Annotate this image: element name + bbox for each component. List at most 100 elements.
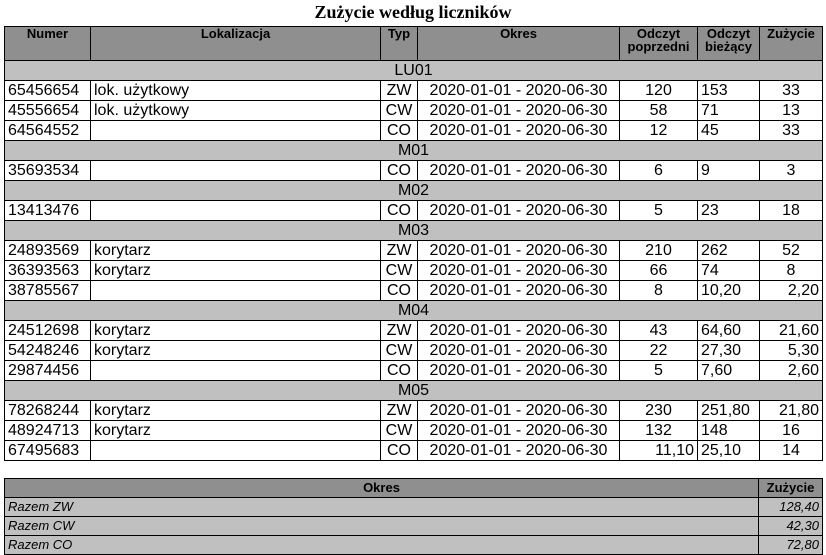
cell-okres: 2020-01-01 - 2020-06-30 (417, 440, 620, 461)
cell-lokalizacja: korytarz (90, 420, 381, 441)
cell-odczyt-biezacy: 27,30 (697, 340, 760, 361)
cell-numer: 64564552 (4, 120, 91, 141)
table-row: 64564552 CO 2020-01-01 - 2020-06-30 12 45 33 (4, 120, 823, 141)
cell-typ: ZW (380, 80, 418, 101)
cell-odczyt-poprzedni: 5 (619, 200, 698, 221)
table-row: 78268244 korytarz ZW 2020-01-01 - 2020-06-3… (4, 400, 823, 421)
table-row: 36393563 korytarz CW 2020-01-01 - 2020-06-3… (4, 260, 823, 281)
table-row: 24512698 korytarz ZW 2020-01-01 - 2020-06-3… (4, 320, 823, 341)
cell-odczyt-poprzedni: 11,10 (619, 440, 698, 461)
cell-zuzycie: 33 (759, 80, 823, 101)
table-row: 35693534 CO 2020-01-01 - 2020-06-30 6 9 3 (4, 160, 823, 181)
cell-typ: CO (380, 160, 418, 181)
cell-typ: ZW (380, 400, 418, 421)
group-label: M01 (4, 140, 823, 161)
cell-odczyt-biezacy: 251,80 (697, 400, 760, 421)
cell-numer: 38785567 (4, 280, 91, 301)
cell-lokalizacja: korytarz (90, 340, 381, 361)
cell-odczyt-biezacy: 262 (697, 240, 760, 261)
cell-odczyt-poprzedni: 120 (619, 80, 698, 101)
cell-odczyt-biezacy: 153 (697, 80, 760, 101)
cell-lokalizacja: lok. użytkowy (90, 80, 381, 101)
summary-label: Razem CW (4, 516, 759, 536)
cell-odczyt-biezacy: 25,10 (697, 440, 760, 461)
cell-odczyt-poprzedni: 58 (619, 100, 698, 121)
cell-odczyt-poprzedni: 132 (619, 420, 698, 441)
cell-numer: 54248246 (4, 340, 91, 361)
cell-numer: 29874456 (4, 360, 91, 381)
cell-okres: 2020-01-01 - 2020-06-30 (417, 320, 620, 341)
table-row: 38785567 CO 2020-01-01 - 2020-06-30 8 10,20 2… (4, 280, 823, 301)
table-row: 24893569 korytarz ZW 2020-01-01 - 2020-06-3… (4, 240, 823, 261)
group-label: LU01 (4, 60, 823, 81)
cell-zuzycie: 2,60 (759, 360, 823, 381)
cell-okres: 2020-01-01 - 2020-06-30 (417, 200, 620, 221)
header-odczyt-biezacy: Odczyt bieżący (697, 26, 760, 61)
cell-okres: 2020-01-01 - 2020-06-30 (417, 420, 620, 441)
cell-lokalizacja (90, 360, 381, 381)
cell-typ: CW (380, 260, 418, 281)
table-row: 54248246 korytarz CW 2020-01-01 - 2020-06-3… (4, 340, 823, 361)
cell-typ: CO (380, 200, 418, 221)
summary-table: Okres Zużycie Razem ZW 128,40 Razem CW 42,3… (4, 478, 823, 555)
cell-zuzycie: 33 (759, 120, 823, 141)
cell-numer: 24512698 (4, 320, 91, 341)
cell-odczyt-biezacy: 45 (697, 120, 760, 141)
cell-odczyt-biezacy: 74 (697, 260, 760, 281)
cell-numer: 35693534 (4, 160, 91, 181)
summary-header-okres: Okres (4, 478, 759, 498)
cell-odczyt-poprzedni: 230 (619, 400, 698, 421)
summary-label: Razem ZW (4, 497, 759, 517)
header-typ: Typ (380, 26, 418, 61)
group-row: M01 (4, 140, 823, 161)
summary-row: Razem ZW 128,40 (4, 497, 823, 517)
cell-okres: 2020-01-01 - 2020-06-30 (417, 280, 620, 301)
cell-zuzycie: 16 (759, 420, 823, 441)
cell-typ: CO (380, 440, 418, 461)
header-numer: Numer (4, 26, 91, 61)
summary-value: 72,80 (758, 535, 823, 555)
cell-okres: 2020-01-01 - 2020-06-30 (417, 120, 620, 141)
cell-lokalizacja: korytarz (90, 260, 381, 281)
cell-zuzycie: 52 (759, 240, 823, 261)
cell-typ: CW (380, 340, 418, 361)
cell-okres: 2020-01-01 - 2020-06-30 (417, 340, 620, 361)
group-label: M04 (4, 300, 823, 321)
cell-odczyt-poprzedni: 6 (619, 160, 698, 181)
summary-header-zuzycie: Zużycie (758, 478, 823, 498)
cell-odczyt-biezacy: 148 (697, 420, 760, 441)
group-row: LU01 (4, 60, 823, 81)
summary-value: 42,30 (758, 516, 823, 536)
cell-lokalizacja (90, 200, 381, 221)
group-label: M02 (4, 180, 823, 201)
cell-lokalizacja (90, 440, 381, 461)
summary-value: 128,40 (758, 497, 823, 517)
group-row: M04 (4, 300, 823, 321)
cell-odczyt-biezacy: 23 (697, 200, 760, 221)
cell-zuzycie: 2,20 (759, 280, 823, 301)
cell-odczyt-poprzedni: 5 (619, 360, 698, 381)
summary-header-row: Okres Zużycie (4, 478, 823, 498)
cell-odczyt-poprzedni: 8 (619, 280, 698, 301)
cell-zuzycie: 13 (759, 100, 823, 121)
cell-lokalizacja (90, 160, 381, 181)
table-row: 13413476 CO 2020-01-01 - 2020-06-30 5 23 18 (4, 200, 823, 221)
cell-okres: 2020-01-01 - 2020-06-30 (417, 400, 620, 421)
cell-zuzycie: 18 (759, 200, 823, 221)
header-okres: Okres (417, 26, 620, 61)
cell-lokalizacja: korytarz (90, 400, 381, 421)
cell-numer: 45556654 (4, 100, 91, 121)
cell-zuzycie: 5,30 (759, 340, 823, 361)
cell-odczyt-poprzedni: 43 (619, 320, 698, 341)
group-label: M03 (4, 220, 823, 241)
header-odczyt-poprzedni: Odczyt poprzedni (619, 26, 698, 61)
header-zuzycie: Zużycie (759, 26, 823, 61)
cell-lokalizacja: korytarz (90, 240, 381, 261)
table-row: 29874456 CO 2020-01-01 - 2020-06-30 5 7,60 2,… (4, 360, 823, 381)
cell-zuzycie: 14 (759, 440, 823, 461)
summary-row: Razem CO 72,80 (4, 535, 823, 555)
cell-odczyt-biezacy: 10,20 (697, 280, 760, 301)
cell-zuzycie: 8 (759, 260, 823, 281)
cell-numer: 67495683 (4, 440, 91, 461)
cell-typ: CO (380, 360, 418, 381)
